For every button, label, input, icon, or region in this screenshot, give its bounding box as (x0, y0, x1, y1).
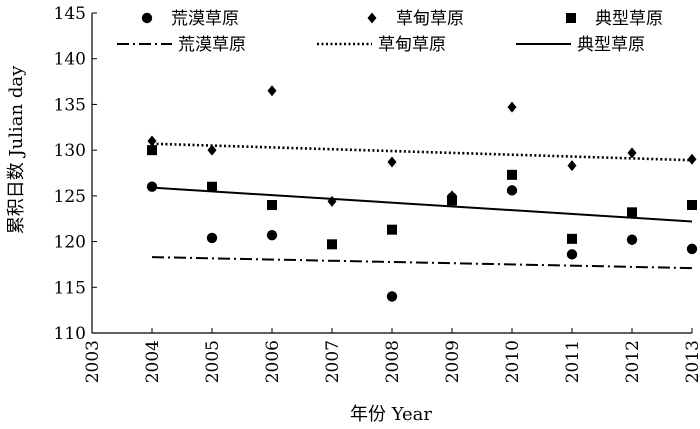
data-point-diamond (567, 160, 577, 172)
data-point-square (507, 169, 517, 180)
x-tick-label: 2006 (263, 340, 283, 383)
data-point-diamond (267, 85, 277, 97)
y-tick-label: 145 (54, 4, 86, 24)
legend-label: 荒漠草原 (178, 35, 246, 55)
y-tick-label: 130 (54, 141, 86, 161)
x-tick-label: 2010 (503, 340, 523, 383)
x-tick-label: 2004 (143, 340, 163, 383)
axes (91, 13, 692, 334)
trendline-solid (151, 186, 693, 223)
y-ticks: 110 115 120 125 130 135 140 145 (54, 4, 97, 344)
y-tick-label: 110 (54, 324, 86, 344)
data-point-diamond (387, 156, 397, 168)
data-point-circle (566, 249, 578, 260)
y-tick-label: 115 (54, 278, 86, 298)
legend-label: 草甸草原 (396, 9, 464, 29)
x-tick-label: 2003 (83, 340, 103, 383)
data-point-diamond (627, 147, 637, 159)
data-point-circle (206, 232, 218, 244)
data-point-square (627, 207, 637, 218)
x-tick-label: 2013 (683, 340, 700, 383)
data-point-circle (266, 229, 278, 241)
x-tick-label: 2009 (443, 340, 463, 383)
data-point-circle (506, 185, 518, 196)
trendlines (151, 142, 693, 270)
data-points (146, 85, 698, 302)
y-tick-label: 135 (54, 95, 86, 115)
x-tick-label: 2005 (203, 340, 223, 383)
data-point-square (687, 200, 697, 210)
x-axis-title: 年份 Year (350, 404, 432, 425)
data-point-circle (386, 291, 398, 302)
x-tick-label: 2007 (323, 340, 343, 383)
data-point-square (267, 200, 277, 210)
x-tick-label: 2008 (383, 340, 403, 383)
data-point-circle (146, 181, 158, 192)
legend-label: 典型草原 (595, 9, 663, 29)
data-point-diamond (207, 144, 217, 156)
trendline-dash-dot (151, 256, 693, 270)
data-point-square (207, 181, 217, 192)
data-point-circle (686, 243, 698, 255)
data-point-diamond (367, 12, 377, 24)
y-tick-label: 125 (54, 187, 86, 207)
x-tick-label: 2012 (623, 340, 643, 383)
legend-label: 典型草原 (577, 35, 645, 55)
x-tick-label: 2011 (563, 340, 583, 383)
data-point-circle (141, 12, 153, 24)
data-point-diamond (687, 153, 697, 165)
x-ticks: 2003 2004 2005 2006 2007 2008 2009 2010 2011 2012… (83, 328, 700, 383)
data-point-square (327, 239, 337, 250)
data-point-diamond (507, 101, 517, 113)
data-point-square (567, 233, 577, 244)
data-point-square (447, 195, 457, 206)
y-axis-title: 累积日数 Julian day (6, 65, 27, 234)
y-tick-label: 120 (54, 233, 86, 253)
data-point-square (566, 13, 576, 23)
trendline-dotted (151, 142, 693, 162)
y-tick-label: 140 (54, 50, 86, 70)
data-point-diamond (327, 195, 337, 207)
data-point-diamond (147, 135, 157, 147)
legend-label: 草甸草原 (378, 35, 446, 55)
data-point-square (387, 224, 397, 235)
data-point-circle (626, 234, 638, 245)
data-point-square (147, 145, 157, 156)
legend-label: 荒漠草原 (171, 9, 239, 29)
